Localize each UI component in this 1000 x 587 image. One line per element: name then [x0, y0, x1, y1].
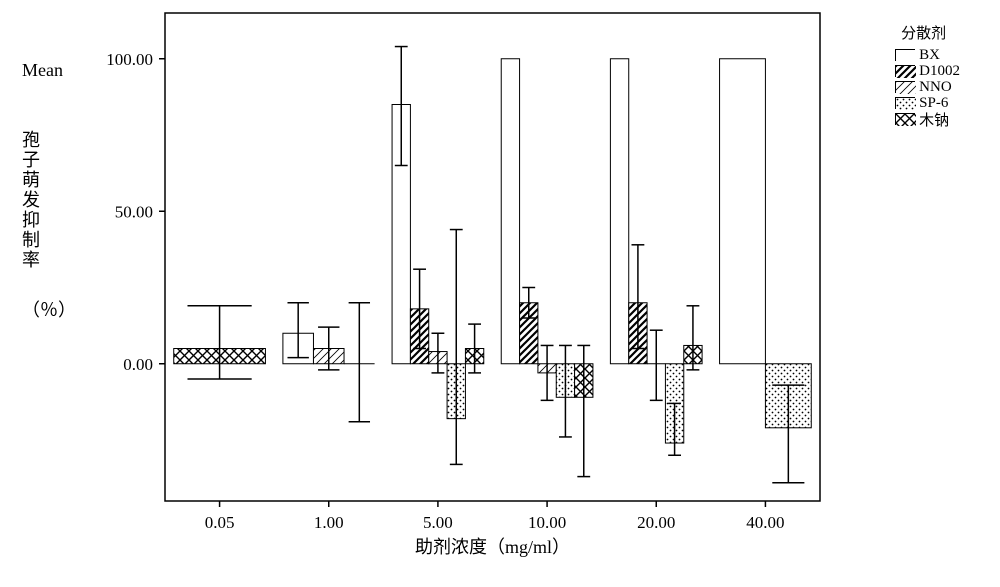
- legend-swatch: [895, 49, 915, 61]
- x-tick-label: 40.00: [746, 513, 784, 532]
- x-tick-label: 0.05: [205, 513, 235, 532]
- y-tick-label: 0.00: [123, 355, 153, 374]
- legend-label: D1002: [919, 63, 960, 80]
- x-tick-label: 5.00: [423, 513, 453, 532]
- legend-item-BX: BX: [895, 47, 960, 63]
- x-tick-label: 10.00: [528, 513, 566, 532]
- legend-title: 分散剂: [901, 22, 960, 43]
- bar-BX: [501, 59, 519, 364]
- legend-swatch: [895, 81, 915, 93]
- y-axis-label-mean: Mean: [22, 60, 137, 80]
- bar-BX: [720, 59, 766, 364]
- y-axis-label-block: Mean 孢子萌发抑制率 （％）: [0, 60, 137, 320]
- bar-chart: 0.0050.00100.000.051.005.0010.0020.0040.…: [0, 0, 1000, 587]
- legend-item-D1002: D1002: [895, 63, 960, 79]
- legend-label: NNO: [919, 79, 952, 96]
- bar-BX: [610, 59, 628, 364]
- legend-swatch: [895, 65, 915, 77]
- x-axis-title: 助剂浓度（mg/ml）: [415, 537, 570, 557]
- legend: 分散剂 BXD1002NNOSP-6木钠: [895, 22, 960, 127]
- legend-swatch: [895, 113, 915, 125]
- legend-item-MU: 木钠: [895, 111, 960, 127]
- legend-label: 木钠: [919, 109, 949, 130]
- legend-item-NNO: NNO: [895, 79, 960, 95]
- legend-label: BX: [919, 47, 940, 64]
- x-tick-label: 20.00: [637, 513, 675, 532]
- legend-swatch: [895, 97, 915, 109]
- x-tick-label: 1.00: [314, 513, 344, 532]
- page: Mean 孢子萌发抑制率 （％）: [0, 0, 1000, 587]
- y-axis-label-main: 孢子萌发抑制率: [22, 130, 44, 270]
- y-axis-label-unit: （％）: [22, 300, 44, 320]
